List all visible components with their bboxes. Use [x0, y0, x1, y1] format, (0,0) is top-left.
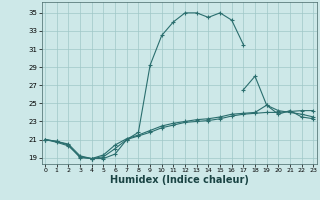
X-axis label: Humidex (Indice chaleur): Humidex (Indice chaleur)	[110, 175, 249, 185]
